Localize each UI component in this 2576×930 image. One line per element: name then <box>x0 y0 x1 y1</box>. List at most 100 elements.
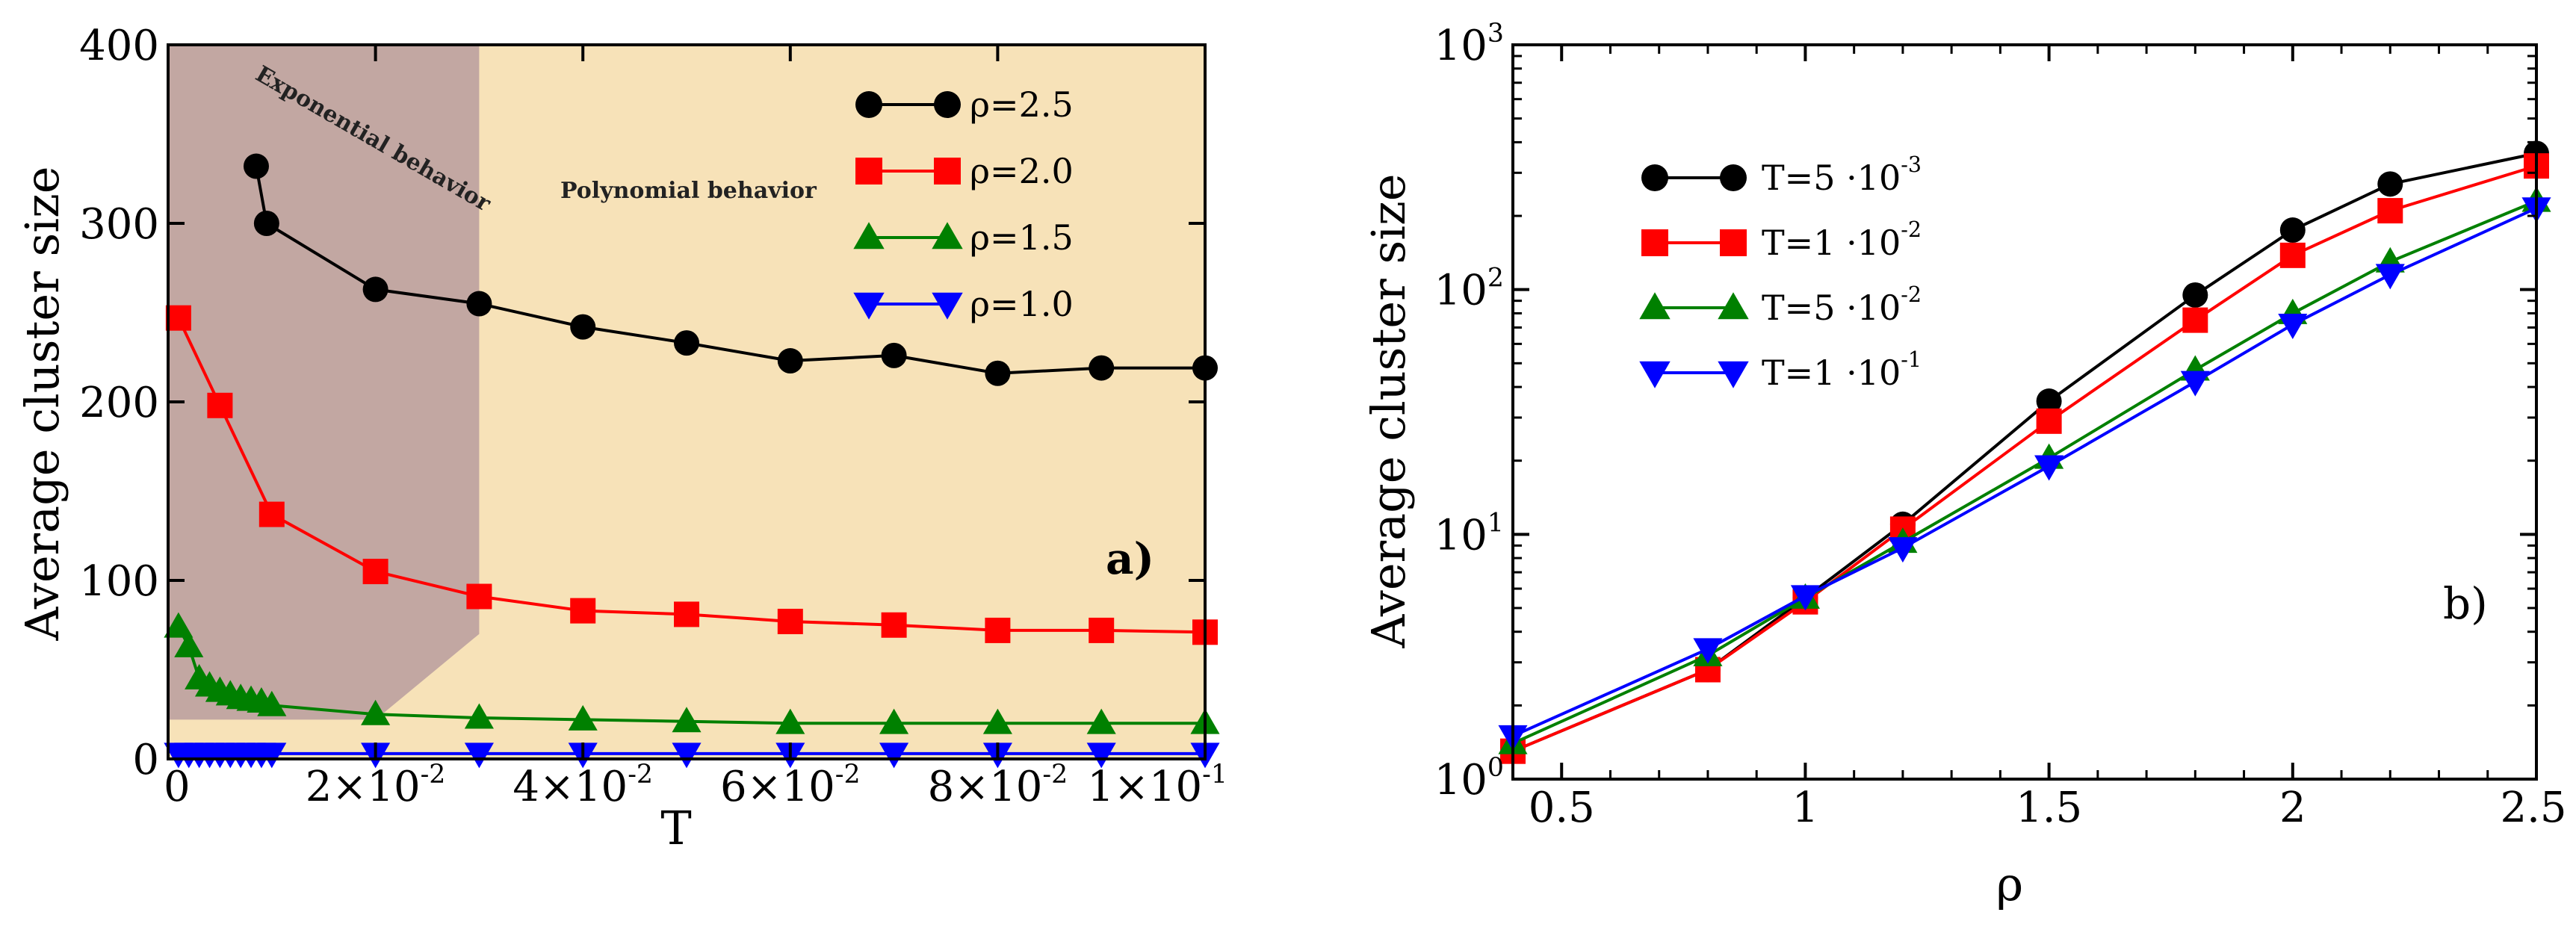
data-point <box>257 743 287 769</box>
data-point <box>2180 371 2210 397</box>
data-point <box>165 305 191 331</box>
x-tick-label: 1×10-1 <box>1087 760 1227 811</box>
legend-label: ρ=1.0 <box>970 284 1074 324</box>
data-point <box>207 392 233 418</box>
legend-marker <box>1639 292 1671 320</box>
x-tick-label: 2.5 <box>2500 784 2566 832</box>
data-point <box>674 330 699 356</box>
legend-item <box>1639 292 1749 320</box>
legend-marker <box>855 158 882 185</box>
data-point <box>570 598 596 624</box>
legend-marker <box>853 292 885 320</box>
panel-b-xlabel: ρ <box>1996 857 2023 911</box>
series-t-1-10-1 <box>1498 197 2551 751</box>
legend-marker <box>1718 292 1749 320</box>
y-tick-label: 400 <box>79 22 159 70</box>
data-point <box>258 501 285 527</box>
exponential-region <box>168 45 480 720</box>
data-point <box>879 708 909 734</box>
data-point <box>775 708 805 734</box>
data-point <box>568 704 598 731</box>
data-point <box>881 342 907 368</box>
data-point <box>464 743 494 769</box>
legend-label: T=1 ·10-2 <box>1762 217 1922 263</box>
panel-a-series <box>164 153 1220 769</box>
legend-marker <box>1718 361 1749 388</box>
series-line <box>1512 199 2537 745</box>
legend-item: ρ=1.5 <box>853 217 1074 258</box>
data-point <box>1888 537 1918 563</box>
legend-marker <box>1720 229 1747 256</box>
series-2-5 <box>243 153 1218 386</box>
data-point <box>672 707 702 733</box>
legend-item <box>1641 229 1747 256</box>
y-tick-label: 100 <box>79 557 159 606</box>
data-point <box>2182 307 2208 333</box>
data-point <box>164 612 193 638</box>
y-tick-label: 100 <box>1434 753 1504 805</box>
data-point <box>674 601 699 627</box>
data-point <box>2377 198 2403 224</box>
data-point <box>1089 355 1115 381</box>
x-tick-label: 1 <box>1792 784 1819 832</box>
data-point <box>2279 217 2306 244</box>
series-line <box>177 317 1206 634</box>
data-point <box>257 690 287 716</box>
legend-marker <box>855 91 882 118</box>
legend-label: T=1 ·10-1 <box>1762 347 1922 393</box>
panel-b: 100 101 102 103 0.5 1 1.5 2 2.5 b) ρ Average clu… <box>1361 19 2567 911</box>
panel-a-label: a) <box>1106 533 1154 584</box>
panel-a-ticks: 0 100 200 300 400 0 2×10-2 4×10-2 6×10-2 8×10-2 1×… <box>79 22 1227 811</box>
panel-b-ylabel: Average cluster size <box>1361 174 1416 649</box>
legend-label: ρ=2.5 <box>970 84 1074 125</box>
data-point <box>881 612 907 638</box>
data-point <box>1089 617 1115 643</box>
legend-marker <box>934 91 961 118</box>
data-point <box>362 276 388 303</box>
legend-marker <box>1720 164 1747 191</box>
data-point <box>1790 585 1820 611</box>
data-point <box>982 708 1012 734</box>
y-tick-label: 103 <box>1434 19 1504 70</box>
data-point <box>1086 743 1116 769</box>
panel-a: 0 100 200 300 400 0 2×10-2 4×10-2 6×10-2 8×10-2 1×… <box>15 22 1227 855</box>
x-tick-label: 1.5 <box>2016 784 2082 832</box>
legend-marker <box>1641 229 1668 256</box>
panel-b-series <box>1498 140 2551 764</box>
data-point <box>1086 708 1116 734</box>
data-point <box>253 211 279 236</box>
x-tick-label: 4×10-2 <box>513 760 653 811</box>
panel-b-frame <box>1511 43 2538 781</box>
data-point <box>362 559 388 585</box>
data-point <box>777 348 803 374</box>
data-point <box>464 703 494 729</box>
data-point <box>985 360 1011 386</box>
data-point <box>2036 408 2062 434</box>
data-point <box>985 617 1011 643</box>
y-tick-label: 300 <box>79 200 159 249</box>
legend-item: ρ=1.0 <box>853 284 1074 324</box>
x-tick-label: 2 <box>2279 784 2306 832</box>
series-1-5 <box>164 612 1220 734</box>
x-tick-label: 6×10-2 <box>720 760 861 811</box>
legend-label: ρ=1.5 <box>970 217 1074 258</box>
data-point <box>361 699 391 725</box>
data-point <box>879 743 909 769</box>
legend-marker <box>932 292 963 320</box>
series-2-0 <box>165 305 1218 645</box>
legend-marker <box>1639 361 1671 388</box>
data-point <box>1693 638 1723 664</box>
x-tick-label: 0.5 <box>1529 784 1595 832</box>
legend-label: T=5 ·10-3 <box>1762 152 1922 198</box>
x-tick-label: 2×10-2 <box>306 760 446 811</box>
polynomial-region-label: Polynomial behavior <box>560 178 817 204</box>
data-point <box>2377 171 2403 197</box>
legend-item <box>1639 361 1749 388</box>
panel-a-regions <box>168 45 1205 759</box>
data-point <box>243 153 269 179</box>
data-point <box>777 608 803 634</box>
panel-a-ylabel: Average cluster size <box>15 167 69 642</box>
x-tick-label: 8×10-2 <box>928 760 1068 811</box>
data-point <box>174 631 204 657</box>
data-point <box>2182 282 2208 308</box>
